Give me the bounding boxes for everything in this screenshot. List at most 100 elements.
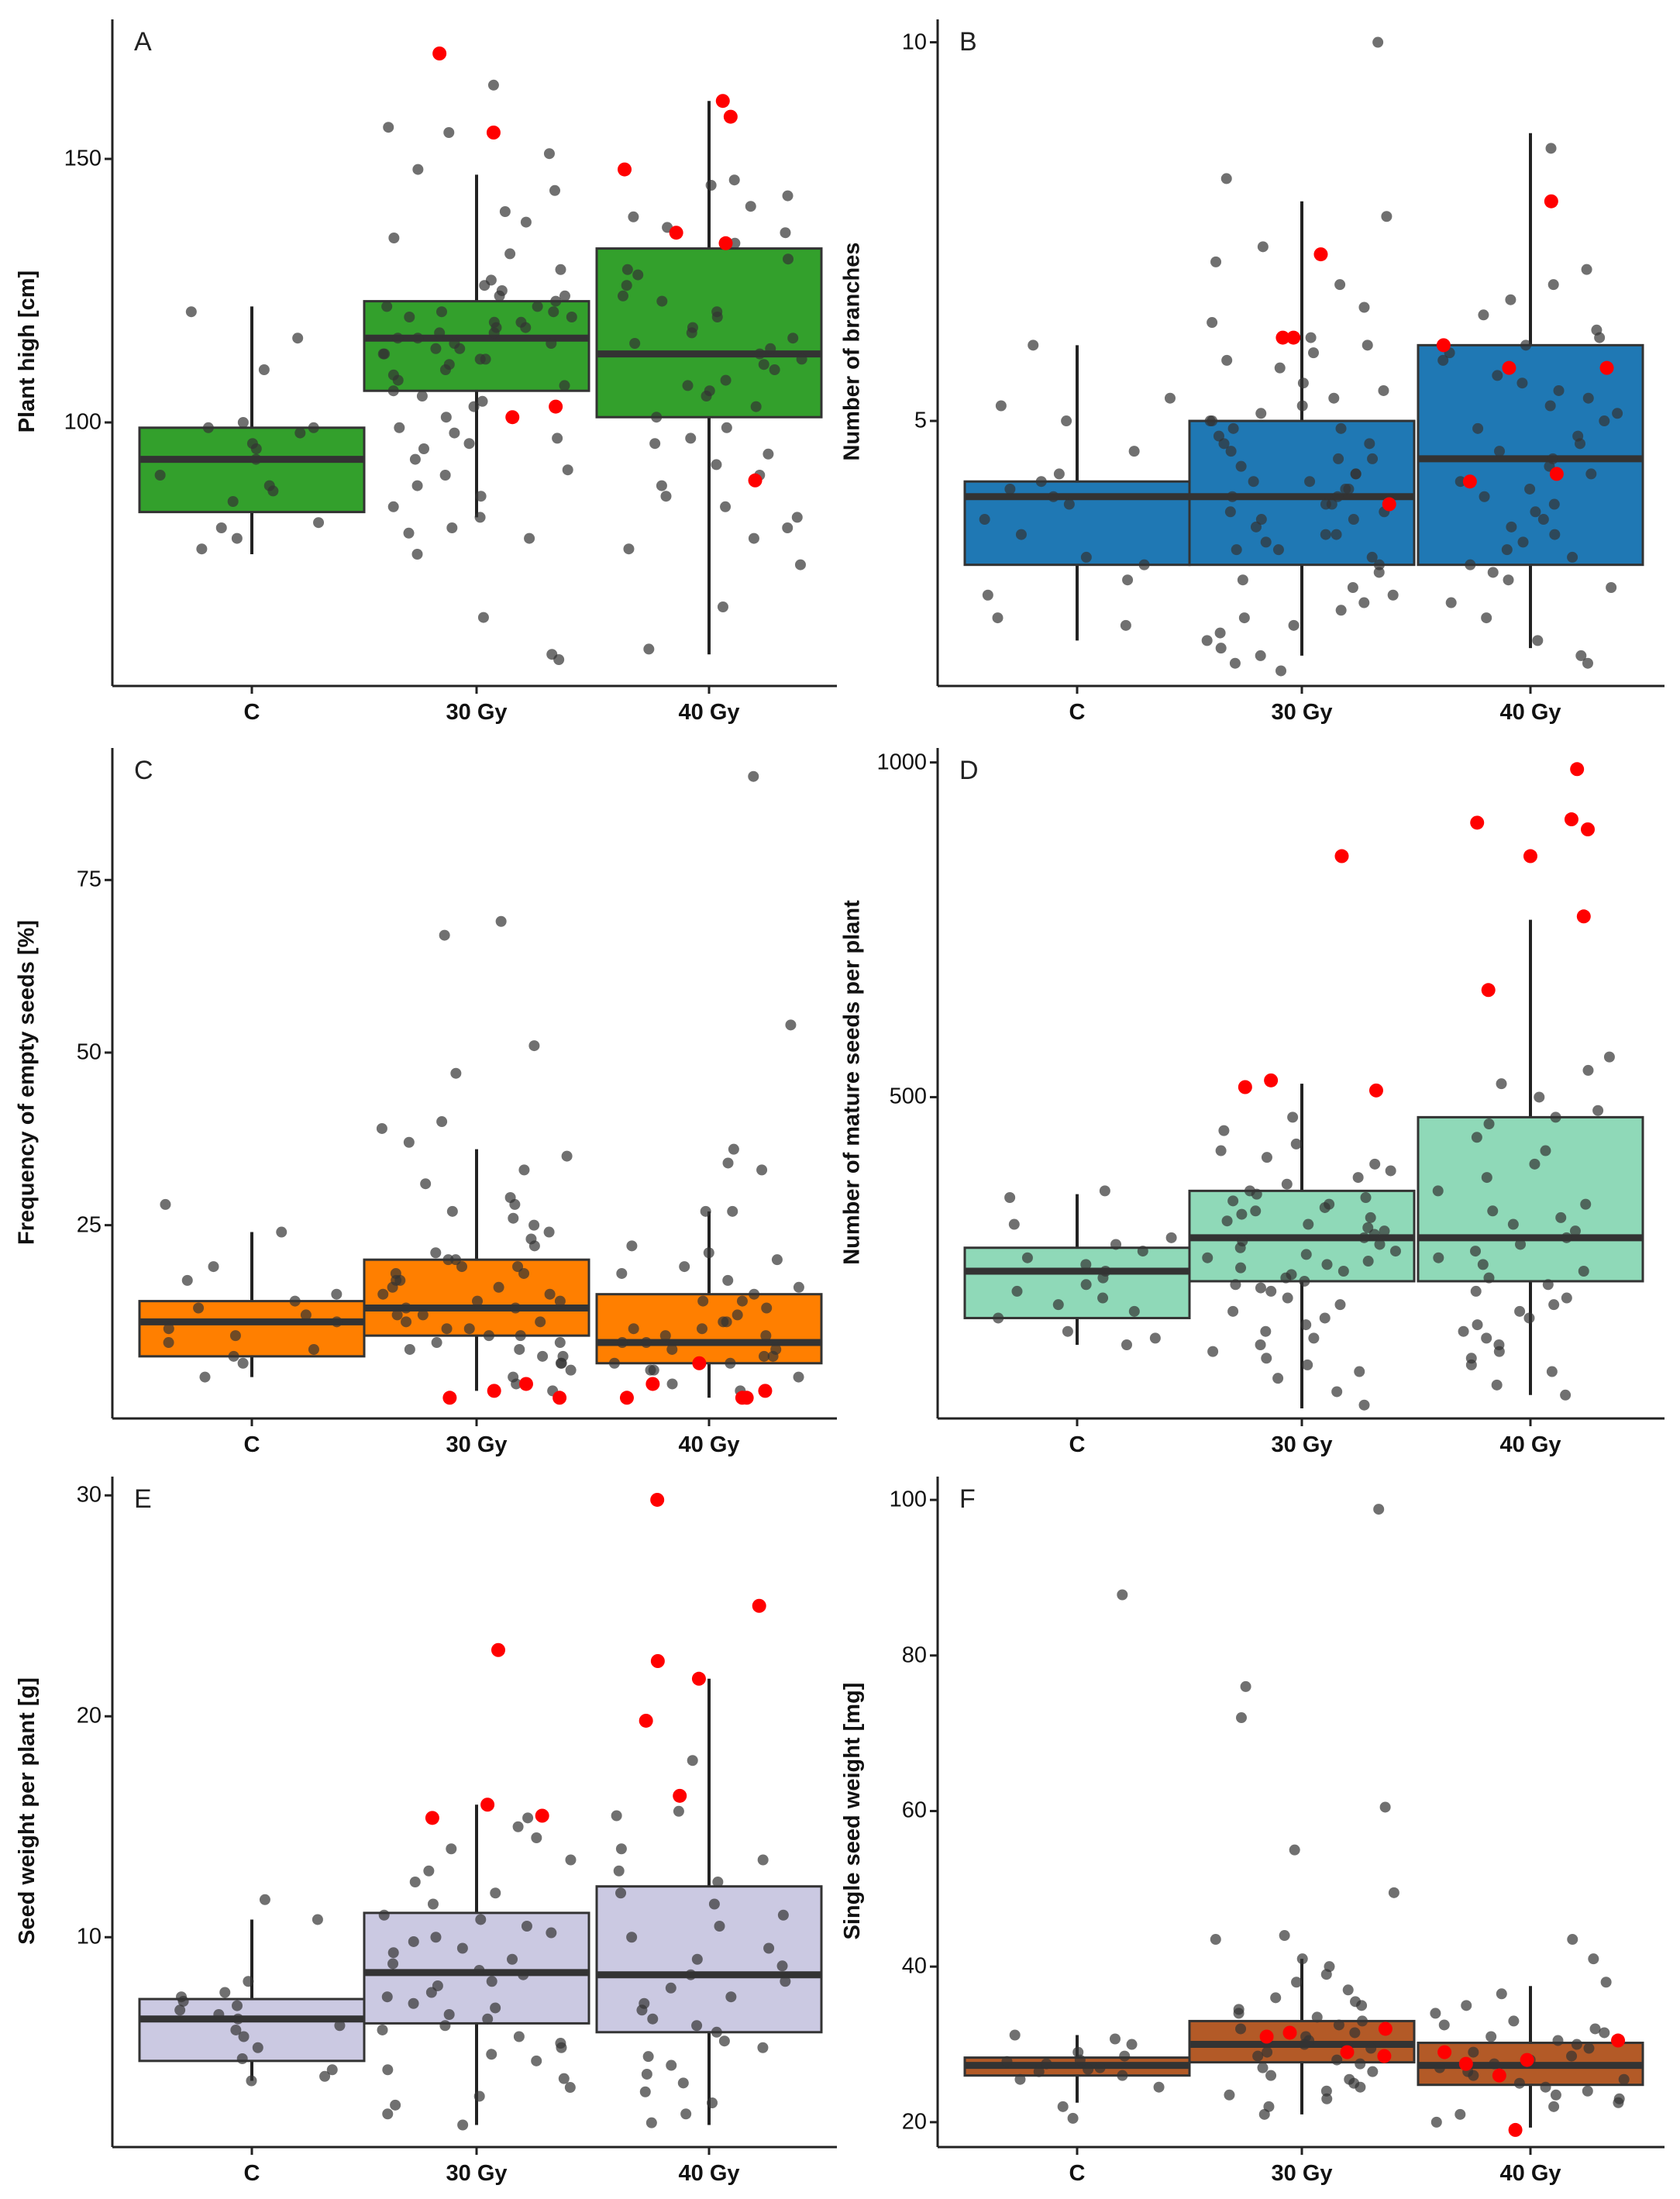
data-point: [756, 1164, 768, 1176]
y-tick-label: 150: [64, 146, 102, 171]
data-point: [376, 1122, 387, 1134]
y-tick-label: 1000: [876, 750, 927, 775]
data-point: [1481, 1332, 1492, 1344]
data-point: [759, 1350, 770, 1362]
data-point: [1342, 1984, 1354, 1996]
outlier-point: [1611, 2033, 1626, 2048]
x-tick-label: C: [1069, 2161, 1086, 2186]
data-point: [648, 1364, 659, 1376]
data-point: [703, 1247, 714, 1259]
data-point: [232, 2000, 243, 2011]
data-point: [1165, 1232, 1177, 1243]
data-point: [1373, 559, 1385, 570]
data-point: [514, 1343, 525, 1355]
data-point: [1164, 392, 1176, 404]
data-point: [490, 1887, 501, 1899]
data-point: [1303, 1218, 1314, 1230]
outlier-point: [1286, 330, 1301, 345]
data-point: [1260, 536, 1272, 548]
data-point: [1237, 574, 1248, 586]
panel-title: A: [134, 27, 152, 57]
x-tick-label: C: [1069, 1432, 1086, 1457]
data-point: [543, 148, 555, 160]
data-point: [1255, 514, 1267, 526]
data-point: [1592, 1105, 1604, 1116]
data-point: [1364, 438, 1375, 450]
data-point: [382, 2064, 394, 2076]
outlier-point: [735, 1391, 749, 1405]
outlier-point: [619, 1391, 634, 1405]
data-point: [449, 427, 460, 439]
data-point: [1067, 2112, 1079, 2124]
data-point: [319, 2070, 331, 2082]
data-point: [617, 1337, 628, 1349]
data-point: [1581, 264, 1592, 275]
data-point: [1202, 1252, 1214, 1263]
data-point: [1097, 1292, 1109, 1304]
data-point: [232, 2013, 244, 2025]
data-point: [1149, 1332, 1161, 1344]
outlier-point: [1264, 1073, 1279, 1087]
data-point: [641, 2068, 652, 2080]
data-point: [520, 322, 532, 333]
data-point: [685, 433, 697, 444]
data-point: [434, 327, 446, 339]
data-point: [1041, 2058, 1052, 2070]
data-point: [1600, 1977, 1612, 1988]
panel-title: F: [959, 1484, 976, 1514]
data-point: [1550, 2089, 1561, 2101]
data-point: [1540, 1145, 1551, 1156]
data-point: [420, 1178, 432, 1190]
outlier-point: [1570, 762, 1585, 777]
data-point: [381, 1991, 393, 2003]
data-point: [511, 1378, 522, 1390]
data-point: [1333, 453, 1344, 464]
data-point: [390, 2099, 401, 2111]
data-point: [177, 1995, 189, 2007]
data-point: [1035, 476, 1047, 488]
data-point: [714, 1921, 725, 1932]
data-point: [1319, 1201, 1331, 1213]
data-point: [1274, 362, 1286, 374]
data-point: [1477, 1259, 1489, 1270]
data-point: [611, 1810, 622, 1822]
data-point: [430, 343, 442, 354]
y-tick-label: 60: [901, 1797, 927, 1823]
data-point: [769, 364, 780, 375]
data-point: [1296, 1953, 1308, 1965]
data-point: [199, 1371, 211, 1383]
data-point: [1373, 1504, 1385, 1515]
data-point: [1540, 2081, 1551, 2093]
data-point: [711, 459, 722, 470]
data-point: [1542, 1279, 1554, 1291]
data-point: [691, 2020, 703, 2032]
data-point: [1381, 211, 1393, 222]
data-point: [243, 1976, 254, 1987]
data-point: [1319, 1312, 1331, 1324]
data-point: [1516, 377, 1528, 389]
data-point: [550, 295, 562, 307]
outlier-point: [1481, 983, 1496, 998]
data-point: [494, 290, 505, 302]
data-point: [1097, 1272, 1109, 1284]
data-point: [1389, 1246, 1401, 1257]
y-tick-label: 20: [901, 2109, 927, 2135]
data-point: [666, 1378, 678, 1390]
data-point: [1235, 2023, 1247, 2035]
data-point: [685, 1969, 697, 1980]
data-point: [1514, 1305, 1526, 1317]
data-point: [1550, 1112, 1561, 1123]
data-point: [1546, 1366, 1558, 1377]
data-point: [615, 1887, 627, 1899]
data-point: [722, 1274, 734, 1286]
data-point: [1532, 635, 1544, 646]
data-point: [720, 501, 732, 512]
data-point: [1215, 1145, 1227, 1156]
data-point: [259, 1894, 270, 1905]
data-point: [1387, 589, 1399, 601]
data-point: [308, 1343, 319, 1355]
data-point: [1251, 1188, 1262, 1200]
data-point: [1547, 279, 1559, 291]
y-axis-label: Number of mature seeds per plant: [839, 899, 865, 1265]
